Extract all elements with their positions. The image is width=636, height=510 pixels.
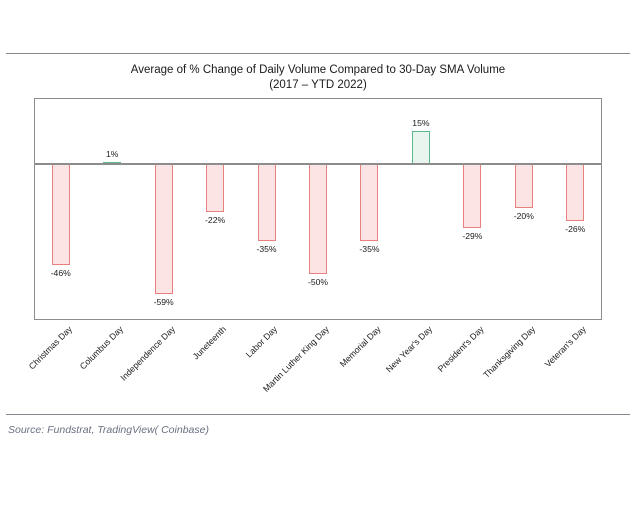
value-label-memorial-day: -35% — [359, 244, 380, 254]
value-label-new-year-s-day: 15% — [412, 118, 430, 128]
bar-president-s-day — [463, 164, 482, 228]
x-label-memorial-day: Memorial Day — [337, 324, 383, 369]
value-label-christmas-day: -46% — [50, 268, 71, 279]
bar-martin-luther-king-day — [309, 164, 327, 274]
bar-juneteenth — [206, 164, 225, 213]
bar-veteran-s-day — [566, 164, 585, 222]
value-label-columbus-day: 1% — [105, 148, 119, 159]
bar-new-year-s-day — [411, 131, 430, 164]
bar-memorial-day — [360, 164, 379, 241]
value-label-thanksgiving-day: -20% — [513, 211, 534, 221]
x-label-veteran-s-day: Veteran's Day — [543, 324, 589, 370]
bar-christmas-day — [51, 164, 70, 266]
value-label-labor-day: -35% — [256, 244, 277, 254]
value-label-juneteenth: -22% — [205, 215, 226, 226]
plot-area: -46% 1% -59% -22% -35% -50% -35% 15% -29% -20% -26… — [34, 98, 602, 320]
zero-axis-line — [35, 163, 601, 165]
x-label-christmas-day: Christmas Day — [26, 324, 74, 372]
chart-title: Average of % Change of Daily Volume Comp… — [0, 63, 636, 93]
value-label-veteran-s-day: -26% — [565, 224, 586, 235]
x-label-thanksgiving-day: Thanksgiving Day — [480, 324, 537, 380]
bar-independence-day — [154, 164, 173, 294]
x-label-independence-day: Independence Day — [118, 324, 177, 383]
value-label-president-s-day: -29% — [462, 230, 483, 241]
bottom-divider — [6, 414, 630, 415]
bar-labor-day — [257, 164, 276, 241]
source-note: Source: Fundstrat, TradingView( Coinbase… — [8, 424, 209, 436]
bar-thanksgiving-day — [514, 164, 533, 208]
chart-title-line1: Average of % Change of Daily Volume Comp… — [130, 64, 506, 76]
chart-title-line2: (2017 – YTD 2022) — [269, 79, 367, 91]
top-divider — [6, 53, 630, 54]
x-label-new-year-s-day: New Year's Day — [383, 324, 434, 375]
value-label-martin-luther-king-day: -50% — [307, 277, 329, 287]
value-label-independence-day: -59% — [153, 296, 174, 307]
x-label-president-s-day: President's Day — [435, 324, 486, 374]
x-label-labor-day: Labor Day — [244, 324, 280, 360]
x-label-columbus-day: Columbus Day — [77, 324, 126, 372]
x-label-juneteenth: Juneteenth — [190, 324, 229, 362]
